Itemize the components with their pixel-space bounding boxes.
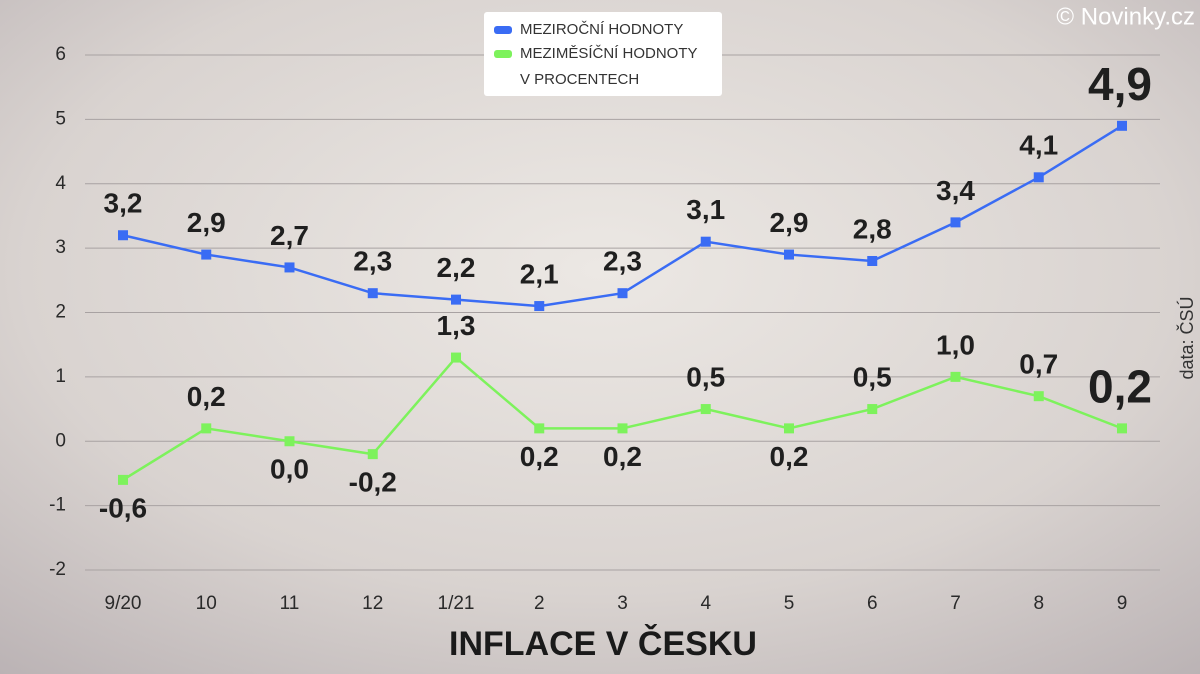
y-tick-label: -2 [49,559,66,580]
data-label: 3,4 [936,175,975,206]
x-tick-label: 7 [950,593,961,614]
y-tick-label: 3 [55,237,66,258]
x-tick-label: 8 [1033,593,1044,614]
legend-note: V PROCENTECH [520,71,639,88]
x-tick-label: 1/21 [438,593,475,614]
data-label: 0,2 [187,381,226,412]
y-tick-label: 4 [55,173,66,194]
data-point [118,230,128,241]
x-tick-label: 9/20 [105,593,142,614]
data-point [617,423,628,434]
data-point [534,423,545,434]
x-tick-label: 11 [280,593,300,614]
data-label: 1,3 [437,310,476,341]
data-label: 2,3 [353,246,392,277]
y-tick-label: 0 [55,430,66,451]
data-label: -0,2 [349,467,397,498]
data-point [451,352,461,363]
data-point [700,236,711,247]
data-point [367,288,378,299]
y-tick-label: 1 [55,366,66,387]
data-point [784,423,794,434]
x-tick-label: 9 [1117,593,1128,614]
data-label: 0,2 [603,441,642,472]
data-label: 0,7 [1019,349,1058,380]
data-label: 0,5 [853,361,892,392]
data-label: -0,6 [99,492,147,523]
x-tick-label: 6 [867,593,878,614]
legend-label: MEZIMĚSÍČNÍ HODNOTY [520,45,698,62]
x-tick-label: 10 [196,593,217,614]
x-tick-label: 4 [700,593,711,614]
data-label: 0,2 [1088,361,1152,413]
data-label: 0,2 [770,441,809,472]
x-tick-label: 5 [784,593,795,614]
data-point [867,404,878,415]
data-label: 2,8 [853,213,892,244]
data-point [1117,120,1127,131]
y-tick-label: 6 [55,44,66,65]
data-label: 4,1 [1019,130,1058,161]
data-label: 4,9 [1088,58,1152,110]
data-point [118,474,128,485]
data-label: 3,2 [104,188,143,219]
data-point [1033,172,1044,183]
x-tick-label: 3 [617,593,628,614]
data-label: 0,0 [270,454,309,485]
data-label: 2,7 [270,220,309,251]
data-point [950,217,961,228]
y-tick-label: 5 [55,108,66,129]
data-point [784,249,794,260]
data-point [950,371,961,382]
data-label: 2,3 [603,246,642,277]
data-label: 2,9 [187,207,226,238]
data-point [1117,423,1127,434]
chart-title: INFLACE V ČESKU [449,624,757,663]
legend-swatch [494,26,512,34]
credit: © Novinky.cz [1056,3,1195,30]
data-label: 3,1 [686,194,725,225]
y-tick-label: 2 [55,302,66,323]
data-point [451,294,461,305]
data-label: 0,2 [520,441,559,472]
legend-label: MEZIROČNÍ HODNOTY [520,21,683,38]
data-label: 2,2 [437,252,476,283]
data-point [534,301,545,312]
source: data: ČSÚ [1176,296,1197,379]
data-point [700,404,711,415]
data-point [1033,391,1044,402]
data-point [867,256,878,266]
data-label: 2,1 [520,258,559,289]
x-tick-label: 2 [534,593,545,614]
data-label: 0,5 [686,361,725,392]
data-point [284,262,295,273]
x-tick-label: 12 [362,593,383,614]
legend-box [484,12,722,96]
data-point [617,288,628,299]
data-point [201,249,212,260]
data-point [367,449,378,460]
data-label: 2,9 [770,207,809,238]
y-tick-label: -1 [49,495,66,516]
data-point [284,436,295,447]
data-label: 1,0 [936,329,975,360]
legend-swatch [494,50,512,58]
data-point [201,423,212,434]
